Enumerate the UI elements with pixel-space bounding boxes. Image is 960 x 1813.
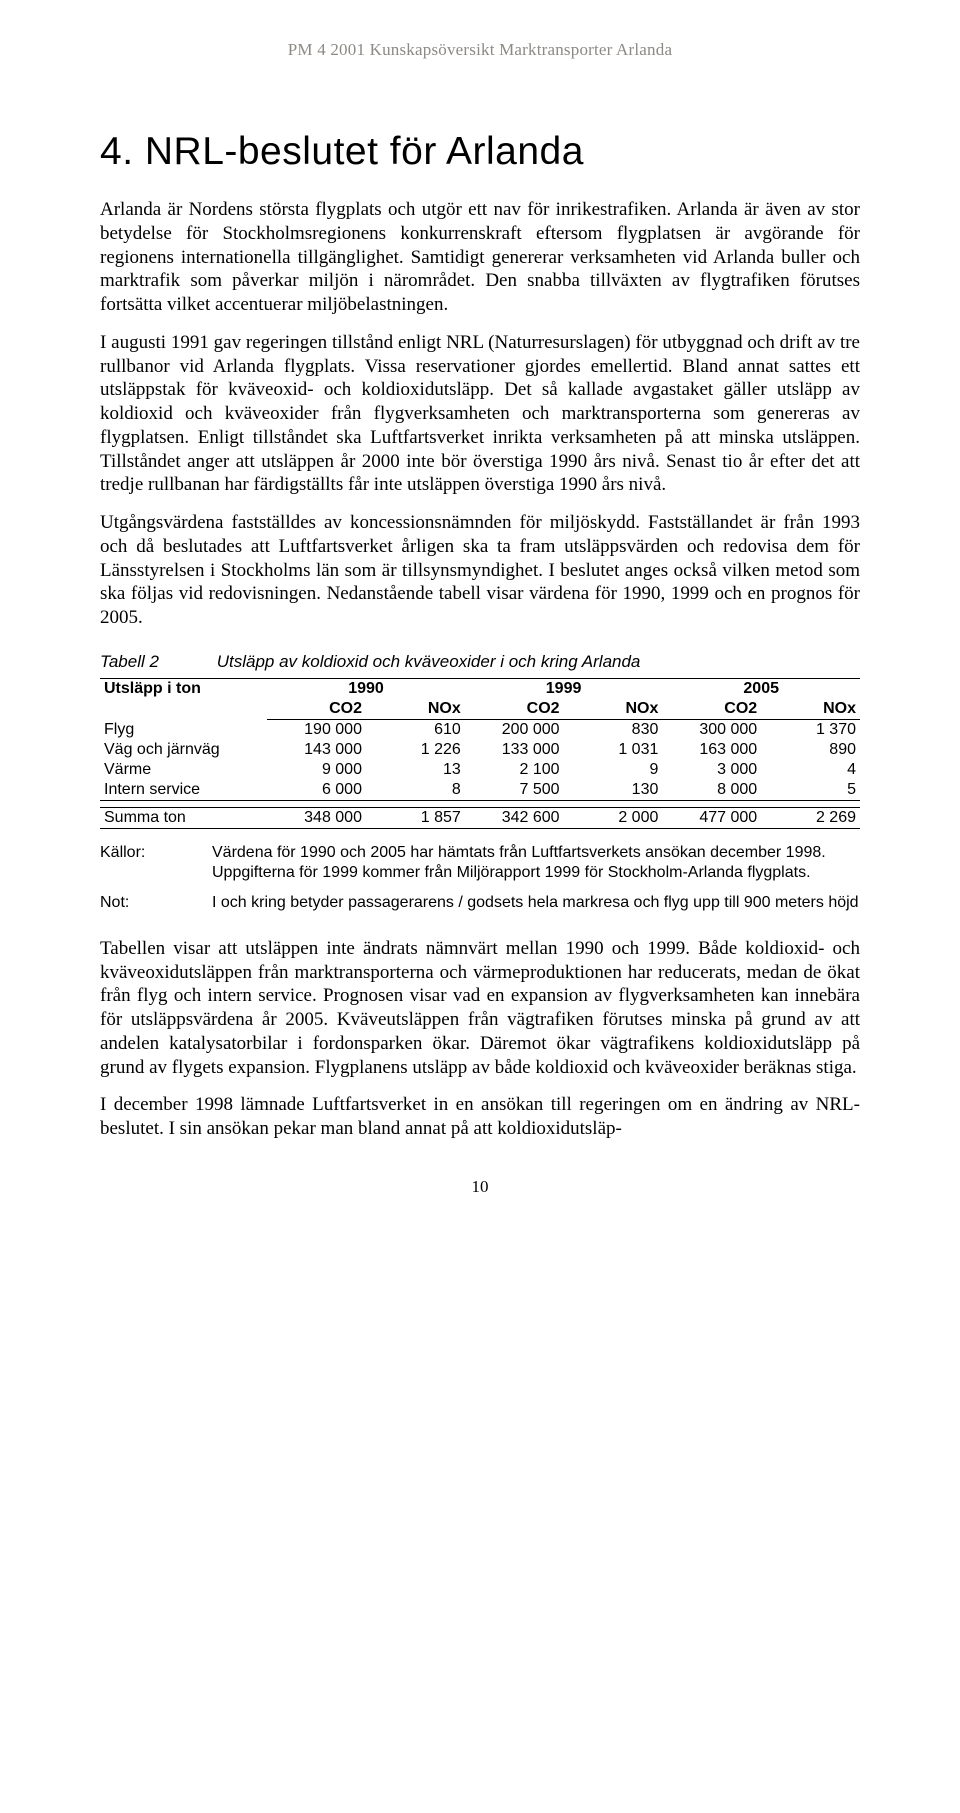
table-cell: 130: [564, 780, 663, 801]
table-cell: 300 000: [662, 719, 761, 740]
table-cell: 3 000: [662, 760, 761, 780]
table-row: Intern service 6 000 8 7 500 130 8 000 5: [100, 780, 860, 801]
body-paragraph: Arlanda är Nordens största flygplats och…: [100, 198, 860, 317]
table-cell: 2 269: [761, 807, 860, 828]
table-cell: 1 226: [366, 740, 465, 760]
table-cell: 7 500: [465, 780, 564, 801]
table-cell: 8 000: [662, 780, 761, 801]
table-cell: 5: [761, 780, 860, 801]
body-paragraph: Tabellen visar att utsläppen inte ändrat…: [100, 937, 860, 1080]
table-cell: 13: [366, 760, 465, 780]
table-caption: Tabell 2 Utsläpp av koldioxid och kväveo…: [100, 652, 860, 672]
table-year: 2005: [662, 678, 860, 699]
table-subhead: NOx: [761, 699, 860, 720]
table-cell: 348 000: [267, 807, 366, 828]
table-rowlabel: Värme: [100, 760, 267, 780]
table-rowlabel: Intern service: [100, 780, 267, 801]
table-year: 1999: [465, 678, 663, 699]
note-label: Källor:: [100, 843, 212, 883]
table-subhead: CO2: [662, 699, 761, 720]
table-cell: 342 600: [465, 807, 564, 828]
table-note-definition: Not: I och kring betyder passagerarens /…: [100, 893, 860, 913]
table-cell: 1 031: [564, 740, 663, 760]
document-page: PM 4 2001 Kunskapsöversikt Marktransport…: [0, 0, 960, 1237]
table-cell: 143 000: [267, 740, 366, 760]
table-cell: 830: [564, 719, 663, 740]
body-paragraph: I december 1998 lämnade Luftfartsverket …: [100, 1093, 860, 1141]
table-rowlabel: Summa ton: [100, 807, 267, 828]
table-cell: 610: [366, 719, 465, 740]
table-header-row: Utsläpp i ton 1990 1999 2005: [100, 678, 860, 699]
table-cell: 2 000: [564, 807, 663, 828]
table-subhead: CO2: [267, 699, 366, 720]
table-cell: 133 000: [465, 740, 564, 760]
table-cell: 477 000: [662, 807, 761, 828]
note-label: Not:: [100, 893, 212, 913]
table-cell: 190 000: [267, 719, 366, 740]
table-rowlabel: Väg och järnväg: [100, 740, 267, 760]
table-cell: 9 000: [267, 760, 366, 780]
table-cell: 1 857: [366, 807, 465, 828]
table-row: Värme 9 000 13 2 100 9 3 000 4: [100, 760, 860, 780]
table-note-sources: Källor: Värdena för 1990 och 2005 har hä…: [100, 843, 860, 883]
table-rowlabel: Flyg: [100, 719, 267, 740]
table-cell: 163 000: [662, 740, 761, 760]
emissions-table: Utsläpp i ton 1990 1999 2005 CO2 NOx CO2…: [100, 678, 860, 829]
table-subhead: NOx: [366, 699, 465, 720]
table-cell: 200 000: [465, 719, 564, 740]
table-cell: 2 100: [465, 760, 564, 780]
table-cell: 6 000: [267, 780, 366, 801]
table-cell: 1 370: [761, 719, 860, 740]
table-sum-row: Summa ton 348 000 1 857 342 600 2 000 47…: [100, 807, 860, 828]
table-subhead: CO2: [465, 699, 564, 720]
table-cell: 4: [761, 760, 860, 780]
table-cell: 890: [761, 740, 860, 760]
note-text: I och kring betyder passagerarens / gods…: [212, 893, 860, 913]
table-subhead: NOx: [564, 699, 663, 720]
running-header: PM 4 2001 Kunskapsöversikt Marktransport…: [100, 40, 860, 60]
table-caption-label: Tabell 2: [100, 652, 212, 672]
table-row: Väg och järnväg 143 000 1 226 133 000 1 …: [100, 740, 860, 760]
table-spacer-row: [100, 800, 860, 807]
table-row: Flyg 190 000 610 200 000 830 300 000 1 3…: [100, 719, 860, 740]
body-paragraph: Utgångsvärdena fastställdes av koncessio…: [100, 511, 860, 630]
table-year: 1990: [267, 678, 465, 699]
table-caption-text: Utsläpp av koldioxid och kväveoxider i o…: [217, 652, 641, 671]
table-cell: 8: [366, 780, 465, 801]
table-cell: 9: [564, 760, 663, 780]
table-notes: Källor: Värdena för 1990 och 2005 har hä…: [100, 843, 860, 913]
note-text: Värdena för 1990 och 2005 har hämtats fr…: [212, 843, 860, 883]
page-number: 10: [100, 1177, 860, 1197]
section-heading: 4. NRL-beslutet för Arlanda: [100, 130, 860, 174]
table-head-label: Utsläpp i ton: [100, 678, 267, 719]
body-paragraph: I augusti 1991 gav regeringen tillstånd …: [100, 331, 860, 497]
